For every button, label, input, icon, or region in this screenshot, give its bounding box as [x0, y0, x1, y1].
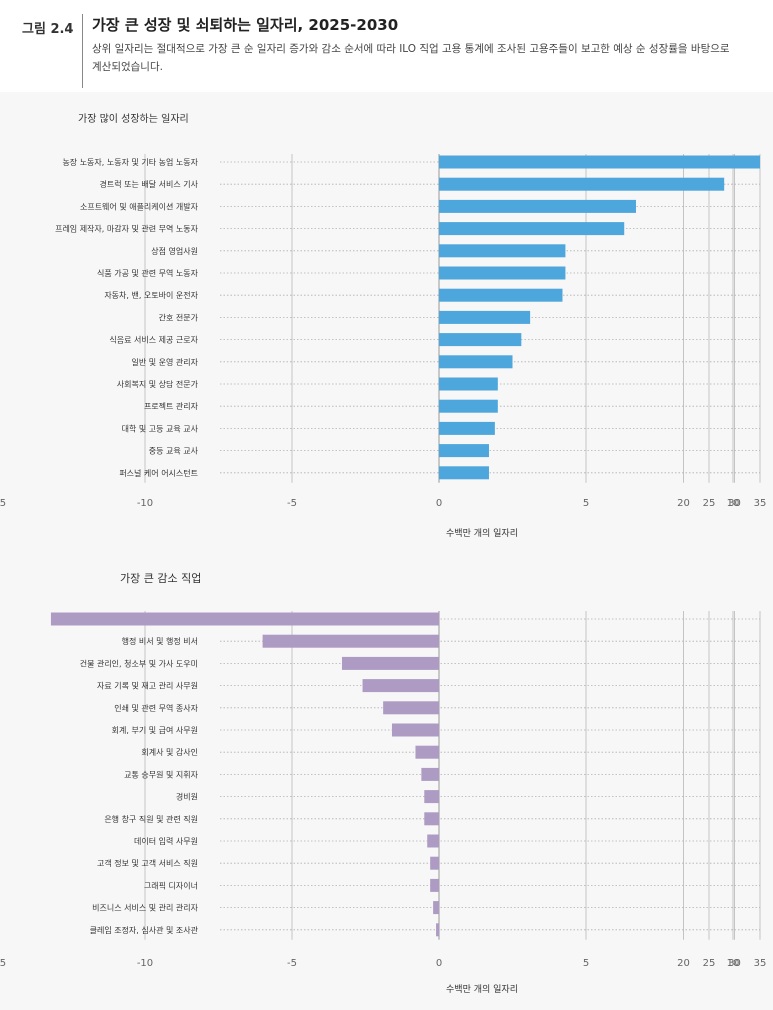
x-tick-label: 0 — [436, 498, 442, 509]
category-label: 인쇄 및 관련 무역 종사자 — [114, 703, 198, 713]
x-tick-label: -15 — [0, 958, 6, 969]
bar — [439, 421, 495, 435]
category-label: 중등 교육 교사 — [149, 447, 199, 456]
category-label: 회계, 부기 및 급여 사무원 — [112, 725, 198, 735]
bar — [383, 701, 439, 715]
bar — [439, 177, 725, 191]
x-tick-label: 0 — [436, 958, 442, 969]
bar — [439, 399, 498, 413]
x-tick-label: -5 — [287, 958, 297, 969]
x-axis-label: 수백만 개의 일자리 — [446, 528, 518, 539]
figure-subtitle: 상위 일자리는 절대적으로 가장 큰 순 일자리 증가와 감소 순서에 따라 I… — [92, 43, 730, 73]
bar — [415, 745, 439, 759]
x-tick-label: -5 — [287, 498, 297, 509]
bar — [362, 679, 439, 693]
bar — [391, 723, 439, 737]
category-label: 상점 영업사원 — [151, 246, 198, 256]
bar — [436, 923, 439, 937]
category-label: 대학 및 고등 교육 교사 — [122, 423, 199, 433]
x-tick-label: 20 — [677, 958, 690, 969]
bar — [439, 244, 566, 258]
bar — [427, 834, 439, 848]
category-label: 자료 기록 및 재고 관리 사무원 — [97, 681, 198, 691]
bar — [424, 812, 439, 826]
figure-title: 가장 큰 성장 및 쇠퇴하는 일자리, 2025-2030 — [92, 16, 399, 34]
category-label: 그래픽 디자이너 — [144, 880, 198, 890]
category-label: 경트럭 또는 배달 서비스 기사 — [100, 179, 199, 189]
bar — [439, 377, 498, 391]
bar — [262, 634, 439, 648]
x-tick-label: 5 — [583, 958, 589, 969]
category-label: 식품 가공 및 관련 무역 노동자 — [97, 268, 199, 278]
chart-area: 가장 많이 성장하는 일자리-15-10-505101520253035농장 노… — [0, 92, 773, 1010]
category-label: 은행 창구 직원 및 관련 직원 — [104, 814, 198, 824]
charts-svg: 가장 많이 성장하는 일자리-15-10-505101520253035농장 노… — [0, 112, 767, 995]
bar — [341, 656, 439, 670]
x-tick-label: -10 — [137, 498, 153, 509]
category-label: 고객 정보 및 고객 서비스 직원 — [97, 858, 198, 868]
category-label: 소프트웨어 및 애플리케이션 개발자 — [80, 201, 199, 211]
figure-label: 그림 2.4 — [22, 22, 74, 37]
bar — [433, 901, 439, 915]
x-tick-label: 25 — [703, 958, 716, 969]
x-tick-label: 30 — [728, 498, 741, 509]
bar — [439, 222, 625, 236]
category-label: 농장 노동자, 노동자 및 기타 농업 노동자 — [62, 157, 198, 167]
category-label: 간호 전문가 — [159, 312, 199, 322]
bar — [439, 288, 563, 302]
category-label: 데이터 입력 사무원 — [134, 836, 198, 846]
x-tick-label: 30 — [728, 958, 741, 969]
x-tick-label: 35 — [754, 958, 767, 969]
bar — [421, 767, 439, 781]
bar — [430, 856, 439, 870]
bar — [50, 612, 440, 626]
bar — [439, 466, 489, 480]
bar — [430, 878, 439, 892]
chart-title: 가장 큰 감소 직업 — [120, 572, 201, 585]
category-label: 일반 및 운영 관리자 — [131, 357, 198, 367]
x-axis-label: 수백만 개의 일자리 — [446, 984, 518, 995]
category-label: 프로젝트 관리자 — [144, 401, 199, 411]
bar — [439, 155, 760, 169]
category-label: 식음료 서비스 제공 근로자 — [109, 336, 198, 345]
x-tick-label: -15 — [0, 498, 6, 509]
bar — [439, 444, 489, 458]
category-label: 행정 비서 및 행정 비서 — [122, 636, 198, 646]
x-tick-label: 25 — [703, 498, 716, 509]
x-tick-label: -10 — [137, 958, 153, 969]
category-label: 사회복지 및 상담 전문가 — [117, 379, 199, 389]
header-divider — [82, 14, 83, 88]
bar — [424, 790, 439, 804]
x-tick-label: 10 — [727, 958, 740, 969]
bar — [439, 310, 531, 324]
x-tick-label: 35 — [754, 498, 767, 509]
category-label: 경비원 — [176, 792, 198, 802]
figure-header: 그림 2.4 가장 큰 성장 및 쇠퇴하는 일자리, 2025-2030 상위 … — [0, 0, 773, 92]
category-label: 퍼스널 케어 어시스턴트 — [119, 468, 198, 478]
category-label: 건물 관리인, 청소부 및 가사 도우미 — [80, 658, 198, 668]
category-label: 자동차, 밴, 오토바이 운전자 — [104, 290, 198, 300]
x-tick-label: 10 — [727, 498, 740, 509]
bar — [439, 355, 513, 369]
chart-title: 가장 많이 성장하는 일자리 — [78, 112, 189, 125]
category-label: 회계사 및 감사인 — [141, 747, 198, 757]
bar — [439, 266, 566, 280]
category-label: 비즈니스 서비스 및 관리 관리자 — [92, 903, 198, 913]
bar — [439, 199, 636, 213]
bar — [439, 333, 522, 347]
x-tick-label: 20 — [677, 498, 690, 509]
x-tick-label: 5 — [583, 498, 589, 509]
category-label: 클레임 조정자, 심사관 및 조사관 — [90, 925, 199, 935]
category-label: 프레임 제작자, 마감자 및 관련 무역 노동자 — [55, 224, 199, 234]
category-label: 교통 승무원 및 지휘자 — [124, 769, 199, 779]
